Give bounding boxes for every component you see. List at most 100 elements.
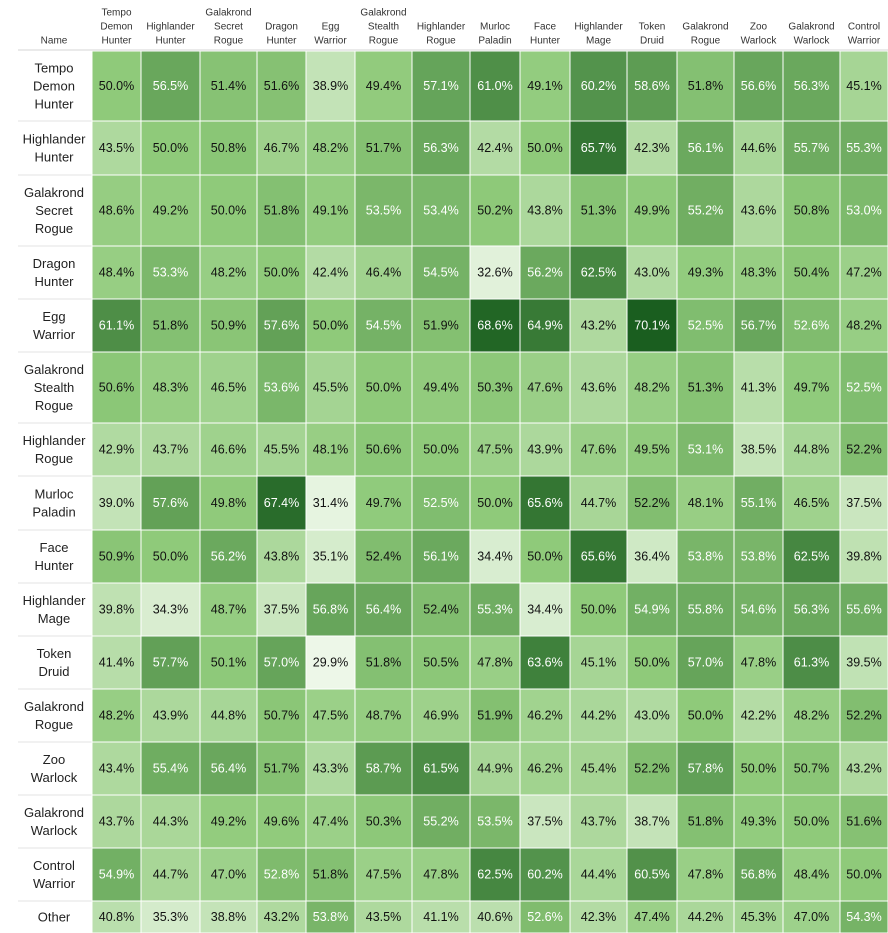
cell-value-label: 48.1% bbox=[313, 443, 348, 457]
cell-value-label: 50.0% bbox=[477, 496, 512, 510]
row-header-label: Rogue bbox=[35, 398, 73, 413]
cell-value-label: 40.8% bbox=[99, 910, 134, 924]
cell-value-label: 34.4% bbox=[477, 550, 512, 564]
cell-value-label: 63.6% bbox=[527, 656, 562, 670]
cell-value-label: 55.2% bbox=[423, 815, 458, 829]
heatmap-cell bbox=[140, 794, 201, 849]
row-header-label: Token bbox=[37, 646, 72, 661]
heatmap-cell bbox=[839, 351, 888, 424]
heatmap-cell bbox=[469, 741, 521, 796]
heatmap-cell bbox=[733, 50, 784, 122]
cell-value-label: 46.5% bbox=[211, 381, 246, 395]
column-header-label: Murloc bbox=[480, 22, 510, 33]
cell-value-label: 44.7% bbox=[581, 496, 616, 510]
heatmap-cell bbox=[91, 900, 142, 933]
column-header-label: Highlander bbox=[146, 22, 195, 33]
cell-value-label: 48.7% bbox=[211, 603, 246, 617]
row-header-label: Rogue bbox=[35, 717, 73, 732]
row-header-label: Face bbox=[40, 540, 69, 555]
cell-value-label: 50.0% bbox=[688, 709, 723, 723]
cell-value-label: 47.5% bbox=[366, 868, 401, 882]
heatmap-cell bbox=[305, 741, 356, 796]
heatmap-cell bbox=[469, 900, 521, 933]
cell-value-label: 43.9% bbox=[153, 709, 188, 723]
heatmap-cell bbox=[519, 50, 571, 122]
cell-value-label: 56.2% bbox=[527, 266, 562, 280]
heatmap-cell bbox=[569, 741, 628, 796]
cell-value-label: 56.1% bbox=[423, 550, 458, 564]
heatmap-cell bbox=[626, 50, 678, 122]
heatmap-cell bbox=[782, 635, 841, 690]
heatmap-cell bbox=[839, 794, 888, 849]
cell-value-label: 70.1% bbox=[634, 319, 669, 333]
row-header-label: Stealth bbox=[34, 380, 74, 395]
cell-value-label: 52.5% bbox=[423, 496, 458, 510]
heatmap-cell bbox=[140, 688, 201, 743]
cell-value-label: 41.4% bbox=[99, 656, 134, 670]
row-header-label: Mage bbox=[38, 611, 71, 626]
heatmap-cell bbox=[354, 50, 413, 122]
cell-value-label: 53.4% bbox=[423, 204, 458, 218]
cell-value-label: 54.5% bbox=[423, 266, 458, 280]
heatmap-cell bbox=[569, 422, 628, 477]
heatmap-cell bbox=[519, 635, 571, 690]
column-header-label: Galakrond bbox=[788, 22, 834, 33]
cell-value-label: 52.5% bbox=[688, 319, 723, 333]
heatmap-cell bbox=[305, 900, 356, 933]
cell-value-label: 50.1% bbox=[211, 656, 246, 670]
heatmap-cell bbox=[256, 582, 307, 637]
cell-value-label: 38.5% bbox=[741, 443, 776, 457]
cell-value-label: 47.4% bbox=[634, 910, 669, 924]
heatmap-cell bbox=[140, 298, 201, 353]
heatmap-cell bbox=[91, 174, 142, 247]
cell-value-label: 47.2% bbox=[846, 266, 881, 280]
heatmap-cell bbox=[256, 847, 307, 902]
cell-value-label: 50.0% bbox=[313, 319, 348, 333]
heatmap-cell bbox=[626, 900, 678, 933]
heatmap-cell bbox=[733, 351, 784, 424]
cell-value-label: 62.5% bbox=[581, 266, 616, 280]
heatmap-cell bbox=[733, 582, 784, 637]
heatmap-cell bbox=[733, 741, 784, 796]
cell-value-label: 43.8% bbox=[527, 204, 562, 218]
cell-value-label: 61.3% bbox=[794, 656, 829, 670]
cell-value-label: 50.0% bbox=[794, 815, 829, 829]
heatmap-cell bbox=[469, 174, 521, 247]
row-header-label: Hunter bbox=[34, 97, 74, 112]
row-header-label: Galakrond bbox=[24, 185, 84, 200]
cell-value-label: 48.4% bbox=[794, 868, 829, 882]
heatmap-cell bbox=[676, 635, 735, 690]
cell-value-label: 62.5% bbox=[794, 550, 829, 564]
heatmap-cell bbox=[733, 120, 784, 176]
cell-value-label: 37.5% bbox=[264, 603, 299, 617]
cell-value-label: 49.2% bbox=[153, 204, 188, 218]
heatmap-cell bbox=[305, 847, 356, 902]
cell-value-label: 49.3% bbox=[688, 266, 723, 280]
cell-value-label: 44.8% bbox=[794, 443, 829, 457]
cell-value-label: 50.7% bbox=[264, 709, 299, 723]
cell-value-label: 39.8% bbox=[99, 603, 134, 617]
cell-value-label: 38.9% bbox=[313, 79, 348, 93]
cell-value-label: 43.7% bbox=[581, 815, 616, 829]
heatmap-cell bbox=[354, 475, 413, 531]
heatmap-cell bbox=[733, 422, 784, 477]
heatmap-cell bbox=[354, 794, 413, 849]
column-header-label: Stealth bbox=[368, 22, 399, 33]
cell-value-label: 47.5% bbox=[477, 443, 512, 457]
heatmap-cell bbox=[469, 688, 521, 743]
heatmap-cell bbox=[839, 688, 888, 743]
heatmap-cell bbox=[839, 422, 888, 477]
heatmap-cell bbox=[411, 245, 471, 300]
cell-value-label: 52.6% bbox=[527, 910, 562, 924]
cell-value-label: 49.4% bbox=[423, 381, 458, 395]
cell-value-label: 56.4% bbox=[366, 603, 401, 617]
heatmap-cell bbox=[569, 174, 628, 247]
row-header-label: Druid bbox=[38, 664, 69, 679]
heatmap-cell bbox=[676, 529, 735, 584]
heatmap-cell bbox=[305, 475, 356, 531]
cell-value-label: 48.7% bbox=[366, 709, 401, 723]
cell-value-label: 42.2% bbox=[741, 709, 776, 723]
heatmap-cell bbox=[305, 351, 356, 424]
heatmap-cell bbox=[733, 635, 784, 690]
